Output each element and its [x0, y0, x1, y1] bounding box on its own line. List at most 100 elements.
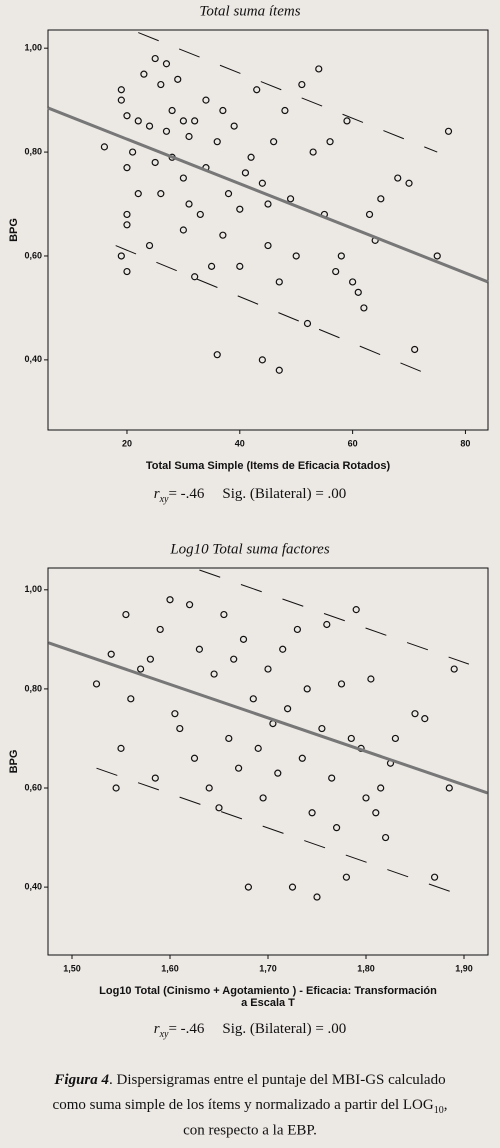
point	[367, 675, 375, 683]
point	[365, 210, 374, 219]
y-tick-label: 0,80	[24, 146, 42, 156]
point	[337, 252, 345, 260]
point	[196, 210, 204, 219]
point	[303, 685, 311, 693]
point	[202, 96, 210, 104]
point	[236, 205, 244, 213]
point	[225, 734, 233, 743]
point	[303, 319, 312, 328]
point	[179, 117, 187, 125]
y-axis-label: BPG	[8, 218, 20, 242]
point	[122, 610, 130, 619]
point	[318, 724, 326, 733]
point	[236, 262, 244, 270]
caption-text: ,	[444, 1097, 448, 1113]
point	[191, 117, 199, 125]
point	[343, 117, 351, 125]
point	[323, 620, 331, 629]
interval-line	[199, 569, 470, 665]
point	[213, 351, 221, 359]
point	[230, 122, 238, 130]
point	[450, 665, 458, 673]
point	[281, 106, 289, 115]
point	[168, 106, 176, 115]
point	[166, 596, 174, 604]
point	[264, 200, 272, 208]
y-tick-label: 0,80	[24, 683, 42, 693]
point	[162, 60, 171, 68]
point	[377, 195, 385, 203]
point	[411, 345, 419, 354]
point	[315, 65, 323, 73]
point	[328, 774, 336, 782]
point	[191, 273, 199, 281]
point	[179, 174, 187, 182]
point	[156, 625, 164, 634]
caption-line: Figura 4. Dispersigramas entre el puntaj…	[53, 1072, 445, 1088]
point	[394, 174, 402, 182]
fit-line	[47, 106, 489, 284]
point	[134, 117, 142, 125]
point	[377, 784, 385, 792]
point	[309, 148, 317, 156]
point	[391, 734, 399, 743]
point	[332, 267, 340, 276]
x-tick-label: 40	[235, 438, 245, 448]
stat-r: r	[154, 1021, 160, 1037]
x-axis-label: Total Suma Simple (Items de Eficacia Rot…	[146, 460, 391, 472]
point	[326, 138, 334, 146]
point	[239, 635, 248, 643]
point	[444, 127, 453, 135]
point	[117, 252, 125, 260]
point	[405, 179, 413, 187]
point	[145, 241, 154, 250]
y-tick-label: 0,60	[24, 782, 42, 792]
point	[92, 680, 101, 688]
point	[190, 754, 199, 762]
point	[249, 695, 257, 703]
point	[254, 744, 262, 752]
point	[127, 695, 135, 703]
point	[264, 241, 272, 250]
point	[174, 75, 182, 83]
stat-sub: xy	[159, 1029, 169, 1040]
y-tick-label: 0,40	[24, 881, 42, 891]
caption-line: como suma simple de los ítems y normaliz…	[53, 1097, 448, 1116]
point	[157, 190, 165, 198]
point	[112, 784, 120, 792]
point	[286, 195, 295, 203]
point	[213, 138, 221, 146]
point	[162, 127, 171, 135]
stat-value: = -.46	[168, 1021, 204, 1037]
stat-r: r	[154, 486, 160, 502]
point	[421, 715, 429, 723]
point	[293, 625, 301, 634]
point	[179, 226, 187, 234]
x-tick-label: 80	[460, 438, 470, 448]
x-tick-label: 1,50	[63, 963, 81, 973]
caption-text: como suma simple de los ítems y normaliz…	[53, 1097, 434, 1113]
point	[354, 288, 362, 296]
point	[100, 143, 109, 151]
point	[253, 86, 261, 94]
caption-text: . Dispersigramas entre el puntaje del MB…	[109, 1072, 446, 1088]
point	[205, 784, 213, 792]
x-axis-label: a Escala T	[241, 997, 295, 1009]
point	[430, 873, 439, 881]
point	[292, 252, 300, 260]
x-tick-label: 1,90	[455, 963, 473, 973]
point	[264, 665, 272, 673]
point	[283, 705, 292, 713]
interval-line	[115, 245, 438, 379]
point	[140, 70, 148, 78]
point	[146, 655, 155, 663]
point	[151, 54, 159, 63]
point	[185, 200, 193, 208]
point	[308, 809, 316, 817]
point	[220, 610, 228, 619]
point	[129, 148, 137, 156]
point	[337, 680, 346, 688]
point	[219, 106, 227, 115]
caption-sub: 10	[434, 1105, 444, 1116]
point	[176, 724, 184, 733]
